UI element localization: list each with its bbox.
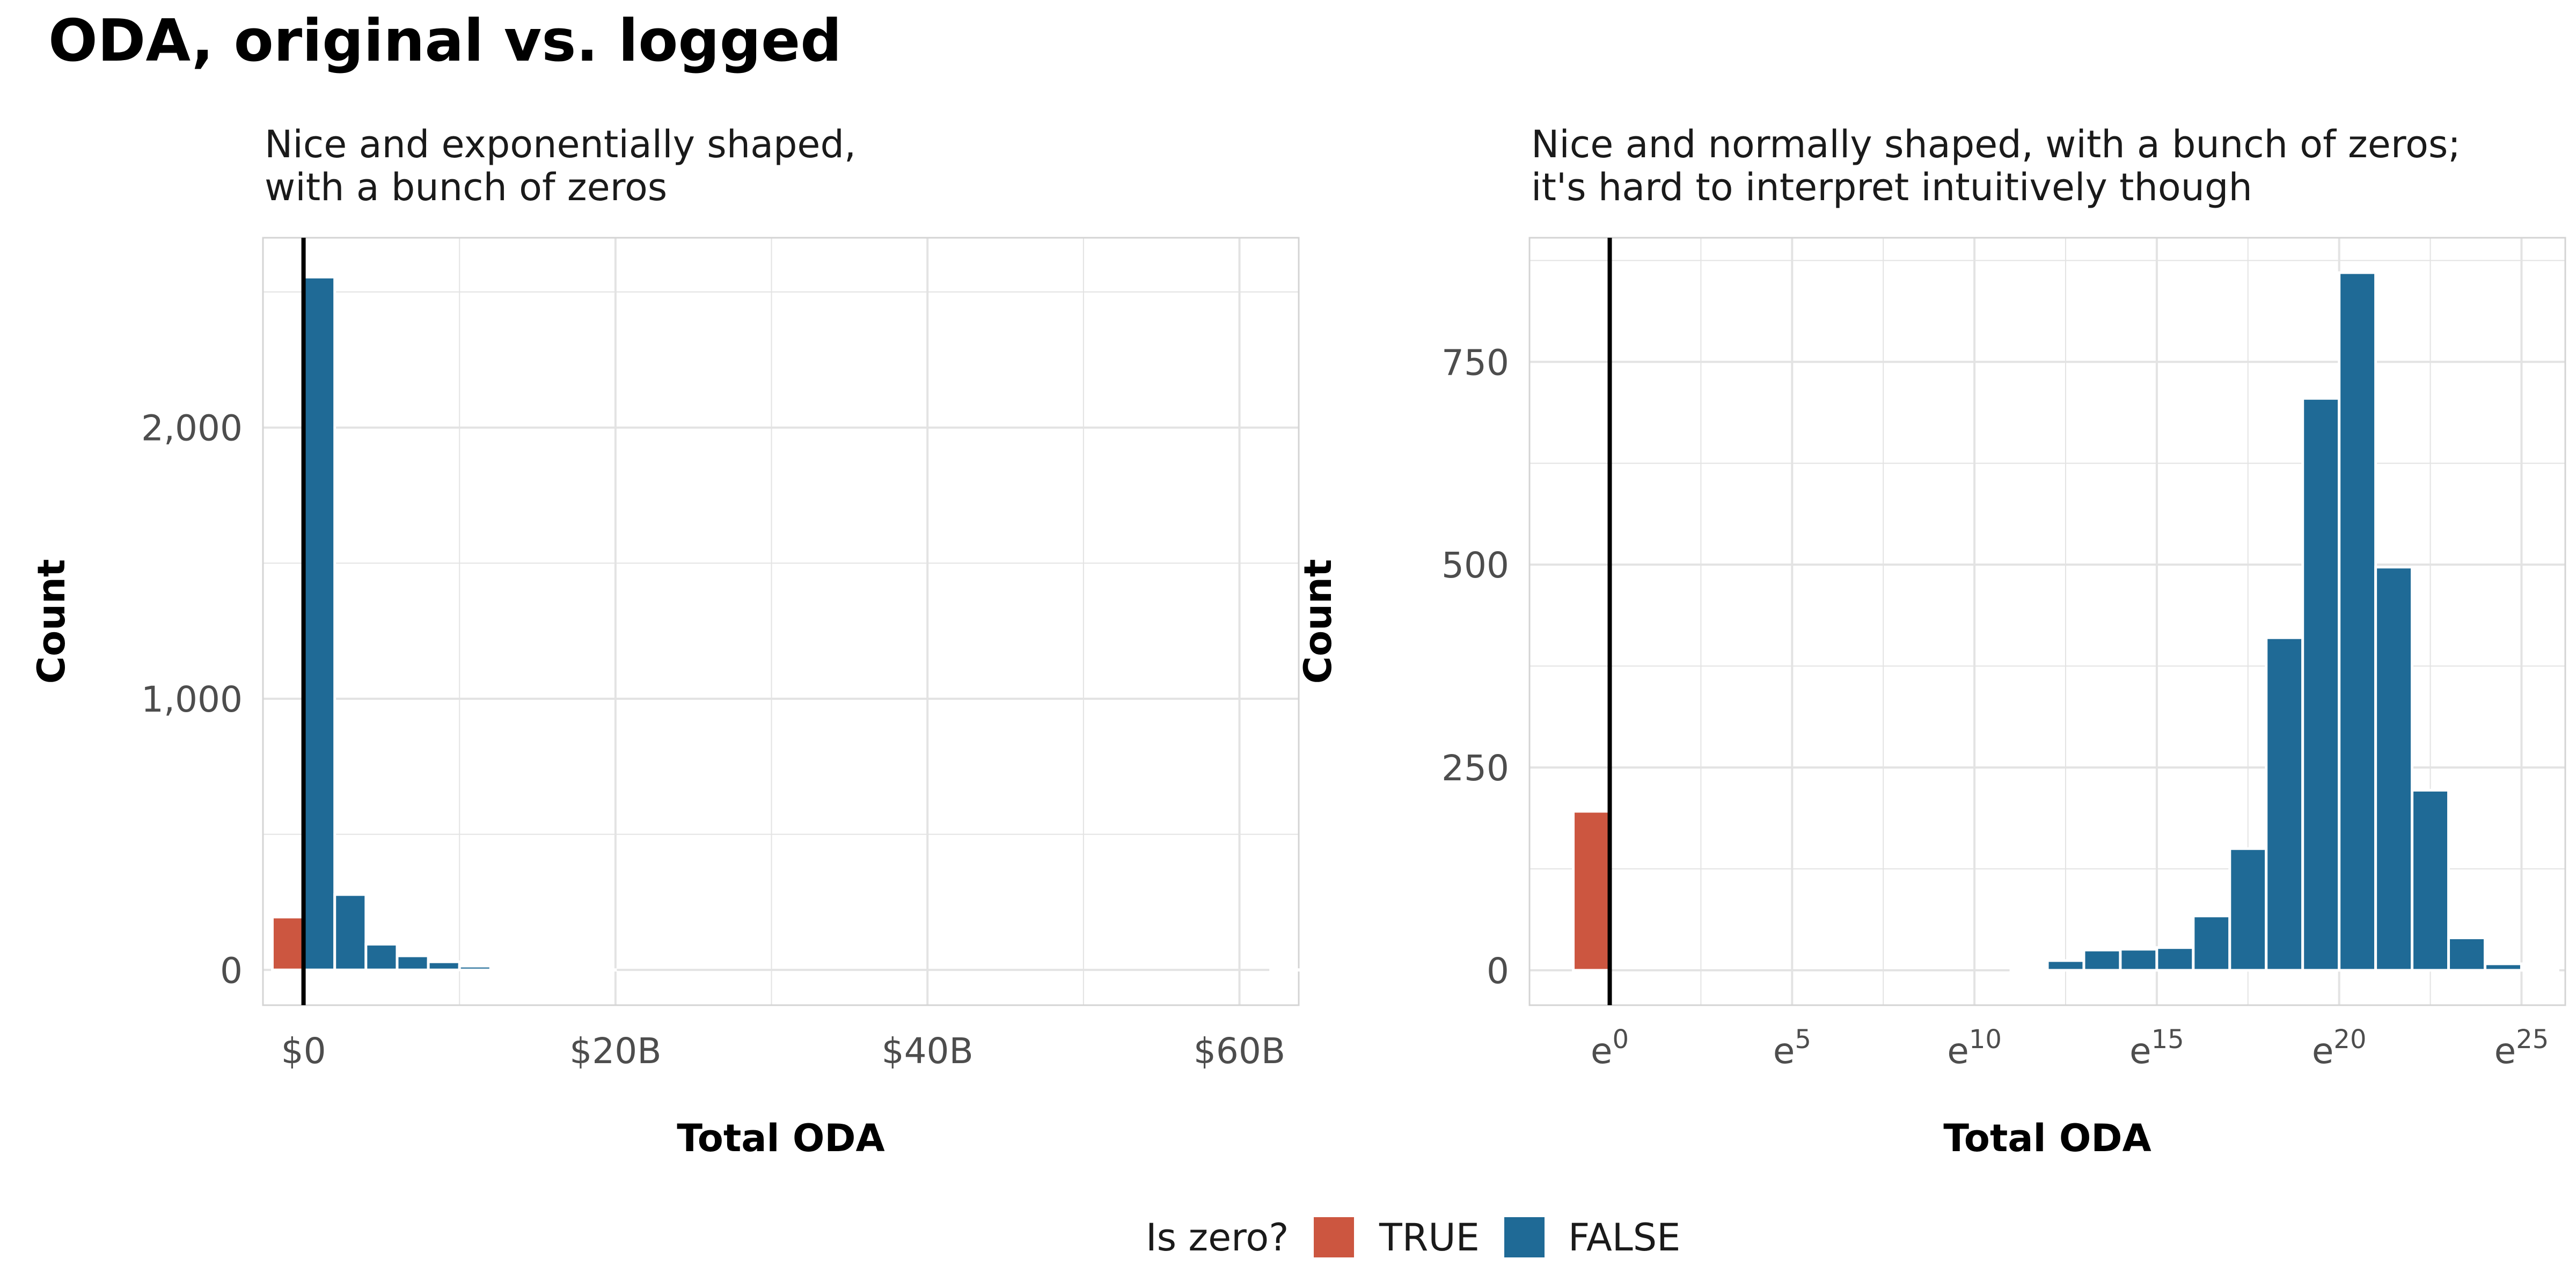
histogram-bar-false [458,964,492,971]
histogram-original-panel: Nice and exponentially shaped,with a bun… [30,122,1304,1160]
y-tick-label: 1,000 [141,679,243,720]
histogram-bar-false [2520,968,2559,972]
histogram-bar-false [2338,271,2377,972]
x-tick-label: e5 [1773,1024,1811,1072]
x-tick-base: e [1947,1030,1969,1072]
x-tick-base: e [1591,1030,1613,1072]
x-tick-exponent: 20 [2333,1024,2366,1055]
x-tick-label: $0 [281,1030,326,1072]
histogram-bar-false [2265,636,2304,972]
x-tick-exponent: 10 [1969,1024,2002,1055]
legend-swatch-true [1314,1217,1354,1257]
panel-subtitle-line: Nice and normally shaped, with a bunch o… [1531,122,2461,166]
panel-border [1528,237,2566,1006]
y-tick-label: 2,000 [141,408,243,449]
x-tick-exponent: 15 [2151,1024,2184,1055]
x-tick-label: e0 [1591,1024,1629,1072]
x-tick-label: $20B [569,1030,661,1072]
histogram-bar-false [2301,397,2341,972]
histogram-logged-panel: Nice and normally shaped, with a bunch o… [1296,122,2566,1160]
x-tick-exponent: 0 [1613,1024,1629,1055]
histogram-bar-true [270,916,305,971]
y-tick-label: 750 [1441,342,1509,383]
histogram-bar-false [521,968,555,971]
x-tick-base: e [2312,1030,2334,1072]
histogram-bar-false [2046,959,2085,972]
x-axis-title: Total ODA [677,1116,884,1160]
y-tick-label: 250 [1441,748,1509,789]
histogram-bar-false [333,893,368,971]
x-tick-base: e [1773,1030,1795,1072]
x-tick-label: e15 [2129,1024,2184,1072]
histogram-bar-true [1572,810,1612,972]
x-axis-title: Total ODA [1943,1116,2151,1160]
histogram-bar-false [489,967,524,971]
histogram-bar-false [364,942,399,971]
legend-swatch-false [1504,1217,1545,1257]
histogram-bar-false [2192,914,2231,972]
histogram-bar-false [2228,847,2268,972]
y-tick-label: 500 [1441,545,1509,586]
y-tick-label: 0 [1487,950,1509,992]
panel-subtitle-line: Nice and exponentially shaped, [265,122,856,166]
panel-subtitle-line: with a bunch of zeros [265,165,667,209]
panel-subtitle-line: it's hard to interpret intuitively thoug… [1531,165,2252,209]
histogram-bar-false [2009,966,2049,972]
histogram-bar-false [2411,788,2450,972]
legend: Is zero? TRUE FALSE [1146,1216,1680,1260]
y-tick-label: 0 [220,950,243,991]
histogram-bar-false [2119,948,2158,972]
legend-label-false: FALSE [1568,1216,1680,1260]
legend-label-true: TRUE [1379,1216,1480,1260]
x-tick-label: e10 [1947,1024,2002,1072]
x-tick-label: $40B [882,1030,974,1072]
histogram-bar-false [2374,566,2414,972]
histogram-bar-false [302,275,336,971]
histogram-bar-false [2447,936,2486,972]
x-tick-exponent: 5 [1795,1024,1811,1055]
x-tick-base: e [2494,1030,2516,1072]
x-tick-base: e [2129,1030,2151,1072]
histogram-bar-false [396,954,430,971]
histogram-bar-false [2155,946,2195,972]
x-tick-exponent: 25 [2516,1024,2549,1055]
x-tick-label: $60B [1194,1030,1285,1072]
histogram-bar-false [2483,962,2523,972]
x-tick-label: e20 [2312,1024,2367,1072]
histogram-bar-false [2082,948,2122,972]
histogram-bar-false [552,968,586,971]
panel-border [262,237,1300,1006]
chart-title: ODA, original vs. logged [48,8,842,75]
y-axis-title: Count [1296,559,1340,684]
y-axis-title: Count [30,559,74,684]
x-tick-label: e25 [2494,1024,2549,1072]
legend-title: Is zero? [1146,1216,1289,1260]
histogram-bar-false [427,960,461,971]
